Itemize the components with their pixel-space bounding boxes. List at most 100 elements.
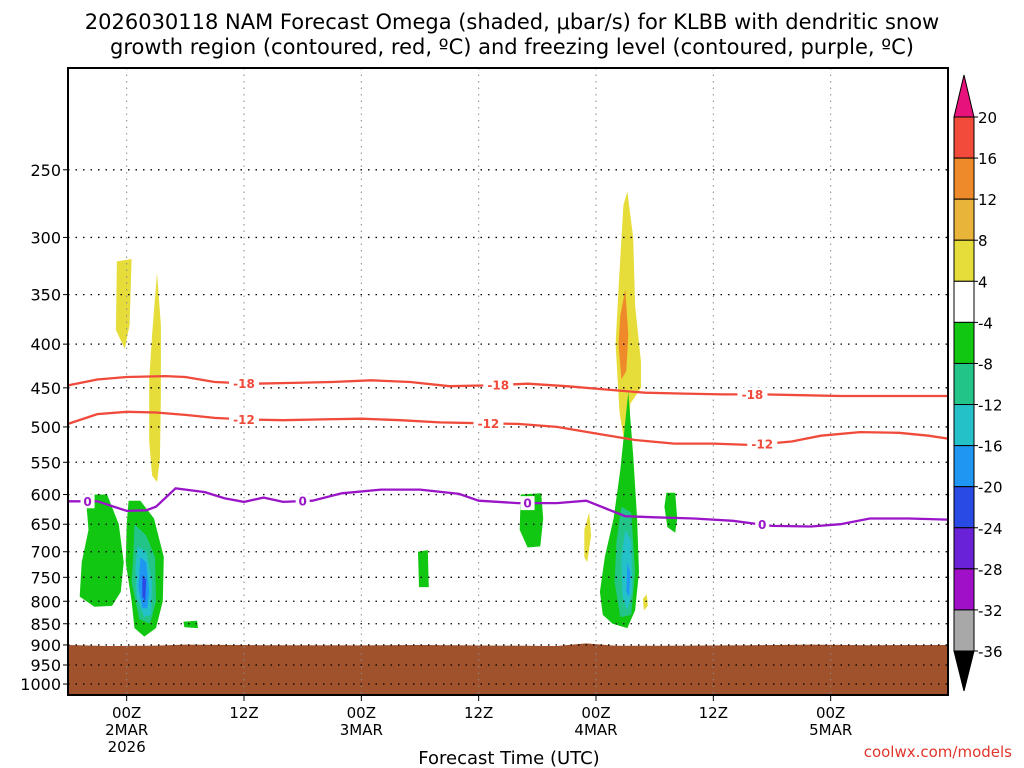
y-tick-label-850: 850 — [30, 615, 61, 634]
y-tick-label-500: 500 — [30, 418, 61, 437]
colorbar-label-7: -12 — [978, 397, 1003, 415]
colorbar-band-8-12 — [953, 198, 975, 241]
contour-label-bg--12-2 — [747, 437, 778, 452]
y-tick-label-700: 700 — [30, 543, 61, 562]
y-tick-label-250: 250 — [30, 161, 61, 180]
contour-label--18-0: -18 — [233, 377, 255, 391]
x-tick-label-36-0: 12Z — [464, 704, 493, 722]
colorbar-label-1: 16 — [978, 150, 997, 168]
contour-line-0 — [68, 487, 949, 528]
x-tick-label-48-0: 00Z — [581, 704, 610, 722]
title-line-2: growth region (contoured, red, ºC) and f… — [110, 35, 914, 59]
contour-label-bg--18-2 — [737, 387, 768, 402]
x-tick-label-24-0: 00Z — [347, 704, 376, 722]
colorbar-band--12--8 — [953, 362, 975, 406]
y-tick-label-750: 750 — [30, 568, 61, 587]
omega-region-up-1 — [115, 259, 132, 349]
colorbar-band--28--24 — [953, 527, 975, 570]
colorbar-band-16-20 — [953, 116, 975, 159]
omega-region-up-4 — [584, 512, 592, 563]
contour-label--18-1: -18 — [487, 378, 509, 392]
contour-label--12-1: -12 — [478, 417, 500, 431]
colorbar-band--4-4 — [953, 280, 975, 323]
colorbar-label-9: -20 — [978, 479, 1003, 497]
chart-title: 2026030118 NAM Forecast Omega (shaded, μ… — [85, 10, 939, 59]
contour-label-0-1: 0 — [298, 495, 306, 509]
contour-label--12-2: -12 — [751, 438, 773, 452]
colorbar-label-8: -16 — [978, 438, 1003, 456]
omega-region-down-2-d — [142, 574, 147, 602]
omega-region-up-5 — [642, 594, 648, 611]
y-tick-label-450: 450 — [30, 379, 61, 398]
colorbar-label-0: 20 — [978, 109, 997, 127]
contour-label-bg-0-3 — [755, 517, 770, 532]
omega-region-down-6 — [664, 492, 678, 533]
x-tick-label-48-1: 4MAR — [574, 721, 617, 739]
x-tick-label-60-0: 12Z — [699, 704, 728, 722]
omega-region-down-1 — [79, 494, 124, 607]
contour-label-bg--18-1 — [483, 377, 514, 392]
contour-label-0-0: 0 — [83, 495, 91, 509]
colorbar: 20 16 12 8 4 -4 -8 -12 -16 -20 -24 -28 -32 -36 — [953, 74, 1003, 692]
y-tick-label-1000: 1000 — [20, 675, 61, 694]
y-axis-ticks: 250 300 350 400 450 500 550 600 650 700 750 800 850 9… — [20, 161, 68, 694]
y-tick-label-950: 950 — [30, 656, 61, 675]
colorbar-label-5: -4 — [978, 314, 993, 332]
contour-line--12 — [67, 410, 949, 447]
contour-label-0-2: 0 — [523, 497, 531, 511]
colorbar-band-12-16 — [953, 157, 975, 200]
contour-label-bg-0-0 — [80, 494, 95, 509]
omega-region-down-7-c — [626, 562, 631, 597]
colorbar-top-arrow — [953, 74, 975, 118]
contour-label-bg--12-1 — [473, 416, 504, 431]
contour-label--18-2: -18 — [742, 388, 764, 402]
colorbar-band--16--12 — [953, 404, 975, 447]
colorbar-band--36--32 — [953, 609, 975, 652]
contour-label-bg-0-1 — [295, 494, 310, 509]
colorbar-label-13: -36 — [978, 643, 1003, 661]
omega-region-down-3 — [183, 620, 198, 629]
omega-shading-layer — [79, 191, 678, 637]
x-tick-label-72-1: 5MAR — [809, 721, 852, 739]
y-tick-label-900: 900 — [30, 636, 61, 655]
contour-label--12-0: -12 — [233, 413, 255, 427]
omega-region-down-7-b — [621, 529, 633, 611]
colorbar-label-3: 8 — [978, 232, 988, 250]
colorbar-band--24--20 — [953, 486, 975, 529]
credit-link[interactable]: coolwx.com/models — [864, 743, 1012, 761]
omega-region-up-3 — [615, 191, 641, 469]
y-tick-label-800: 800 — [30, 592, 61, 611]
colorbar-label-11: -28 — [978, 561, 1003, 579]
colorbar-band-4-8 — [953, 239, 975, 282]
colorbar-label-4: 4 — [978, 273, 988, 291]
title-line-1: 2026030118 NAM Forecast Omega (shaded, μ… — [85, 10, 939, 34]
y-tick-label-400: 400 — [30, 335, 61, 354]
y-tick-label-350: 350 — [30, 286, 61, 305]
contour-label-0-3: 0 — [758, 518, 766, 532]
contour-label-bg--18-0 — [229, 376, 259, 391]
x-tick-label-0-1: 2MAR — [105, 721, 148, 739]
x-tick-label-72-0: 00Z — [816, 704, 845, 722]
colorbar-label-2: 12 — [978, 191, 997, 209]
y-tick-label-650: 650 — [30, 515, 61, 534]
colorbar-label-12: -32 — [978, 602, 1003, 620]
colorbar-bottom-arrow — [953, 650, 975, 692]
x-axis-label: Forecast Time (UTC) — [418, 748, 599, 768]
contour-label-bg-0-2 — [520, 496, 535, 511]
omega-region-up-3-core — [618, 289, 629, 380]
x-tick-label-0-0: 00Z — [112, 704, 141, 722]
colorbar-band--20--16 — [953, 445, 975, 488]
terrain-fill — [68, 643, 948, 695]
colorbar-label-10: -24 — [978, 520, 1003, 538]
x-tick-label-24-1: 3MAR — [340, 721, 383, 739]
omega-region-down-4 — [418, 550, 429, 588]
x-tick-label-0-2: 2026 — [108, 738, 146, 756]
x-tick-label-12-0: 12Z — [229, 704, 258, 722]
colorbar-band--32--28 — [953, 568, 975, 611]
plot-frame — [67, 67, 949, 696]
colorbar-label-6: -8 — [978, 355, 993, 373]
y-tick-label-600: 600 — [30, 486, 61, 505]
y-tick-label-550: 550 — [30, 453, 61, 472]
contour-label-bg--12-0 — [229, 412, 259, 427]
